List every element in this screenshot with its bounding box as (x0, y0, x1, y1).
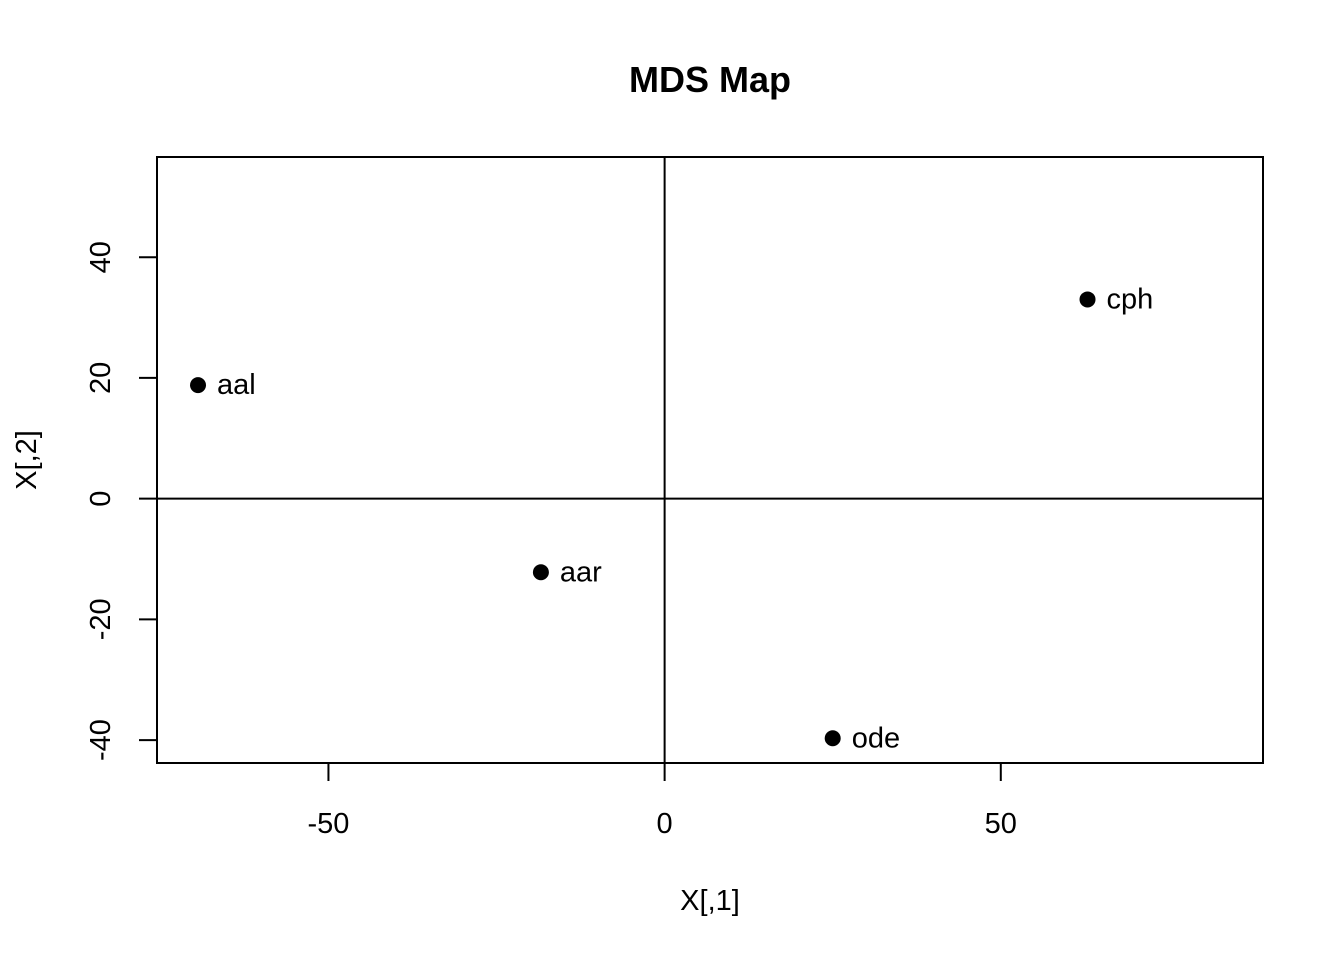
y-axis-label: X[,2] (11, 430, 43, 490)
y-tick-label: 20 (85, 362, 117, 394)
point-label-aal: aal (217, 369, 256, 401)
x-tick-label: 0 (657, 808, 673, 840)
plot-frame (156, 156, 1264, 764)
data-points: aal aar cph ode (190, 283, 1153, 754)
x-axis: -50 0 50 (307, 763, 1017, 840)
reference-lines (157, 157, 1263, 763)
x-axis-label: X[,1] (680, 885, 740, 917)
data-point-aar (532, 564, 549, 581)
point-label-cph: cph (1107, 283, 1154, 315)
y-tick-label: -40 (85, 719, 117, 761)
y-tick-label: -20 (85, 598, 117, 640)
y-tick-label: 40 (85, 241, 117, 273)
point-label-aar: aar (560, 556, 602, 588)
chart-title: MDS Map (629, 59, 791, 100)
point-label-ode: ode (852, 722, 900, 754)
data-point-ode (824, 730, 841, 747)
x-tick-label: 50 (985, 808, 1017, 840)
x-tick-label: -50 (307, 808, 349, 840)
data-point-cph (1079, 291, 1096, 308)
data-point-aal (190, 377, 207, 394)
y-axis: -40 -20 0 20 40 (85, 241, 157, 761)
y-tick-label: 0 (85, 491, 117, 507)
